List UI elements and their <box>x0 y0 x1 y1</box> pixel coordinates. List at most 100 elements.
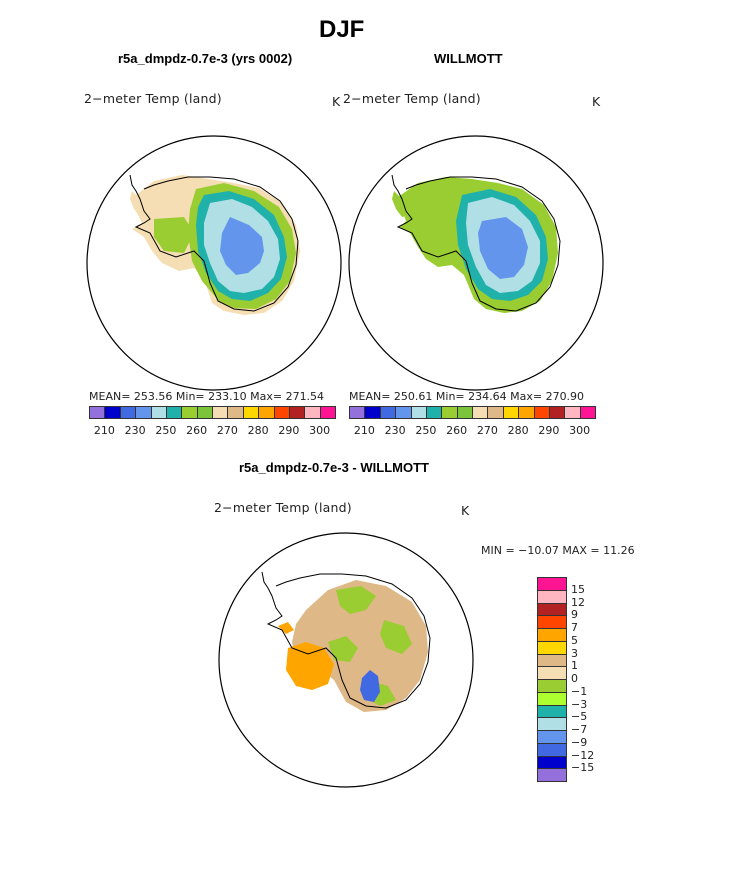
colorbar-swatch <box>537 589 567 604</box>
colorbar-tick-label: 260 <box>446 424 468 437</box>
colorbar-swatch <box>537 717 567 731</box>
colorbar-tick-label: 210 <box>353 424 375 437</box>
panel-1-variable: 2−meter Temp (land) <box>84 91 222 106</box>
colorbar-tick-label: 300 <box>569 424 591 437</box>
colorbar-tick-label: 230 <box>124 424 146 437</box>
colorbar-tick-label: 15 <box>571 582 585 596</box>
panel-1-subtitle: r5a_dmpdz-0.7e-3 (yrs 0002) <box>118 51 293 66</box>
colorbar-swatch <box>487 406 504 419</box>
colorbar-swatch <box>119 406 137 419</box>
colorbar-swatch <box>537 666 567 680</box>
colorbar-tick-label: 290 <box>538 424 560 437</box>
panel-1-colorbar <box>89 406 336 420</box>
colorbar-swatch <box>227 406 244 419</box>
colorbar-swatch <box>537 742 567 757</box>
colorbar-tick-label: −12 <box>571 748 595 762</box>
colorbar-swatch <box>579 406 596 419</box>
colorbar-swatch <box>537 691 567 706</box>
panel-1-units: K <box>332 94 341 109</box>
colorbar-swatch <box>379 406 397 419</box>
coastline <box>129 174 299 312</box>
colorbar-tick-label: 230 <box>384 424 406 437</box>
colorbar-tick-label: 9 <box>571 608 578 622</box>
panel-2-units: K <box>592 94 601 109</box>
colorbar-swatch <box>258 406 275 419</box>
colorbar-tick-label: −7 <box>571 723 588 736</box>
colorbar-swatch <box>472 406 489 419</box>
panel-3-stats: MIN = −10.07 MAX = 11.26 <box>481 544 635 557</box>
panel-2-stats: MEAN= 250.61 Min= 234.64 Max= 270.90 <box>349 390 585 403</box>
colorbar-swatch <box>564 406 581 419</box>
warm-anomaly-region <box>278 622 334 690</box>
map-boundary-circle <box>86 135 342 391</box>
panel-2-variable: 2−meter Temp (land) <box>343 91 481 106</box>
colorbar-swatch <box>537 615 567 629</box>
neutral-region <box>292 580 428 712</box>
colorbar-tick-label: 12 <box>571 595 585 609</box>
colorbar-tick-label: 210 <box>93 424 115 437</box>
colorbar-tick-label: 260 <box>186 424 208 437</box>
panel-2-subtitle: WILLMOTT <box>434 51 503 66</box>
colorbar-swatch <box>150 406 167 419</box>
colorbar-tick-label: −3 <box>571 697 588 711</box>
colorbar-swatch <box>181 406 198 419</box>
difference-colorbar: 15 12 9 7 5 3 1 0 −1 −3 −5 −7 −9 −12 −15 <box>537 577 617 782</box>
colorbar-tick-label: 280 <box>247 424 269 437</box>
colorbar-swatch <box>537 768 567 782</box>
colorbar-swatch <box>212 406 229 419</box>
panel-3-units: K <box>461 503 470 518</box>
panel-3-polar-map <box>218 532 474 788</box>
colorbar-tick-label: 1 <box>571 659 578 673</box>
map-boundary-circle <box>218 532 474 788</box>
colorbar-tick-label: −15 <box>571 761 595 775</box>
colorbar-tick-label: 0 <box>571 672 578 685</box>
colorbar-swatch <box>89 406 106 419</box>
colorbar-swatch <box>456 406 473 419</box>
colorbar-swatch <box>537 577 567 591</box>
colorbar-swatch <box>518 406 535 419</box>
panel-1-polar-map <box>86 135 342 391</box>
colorbar-swatch <box>537 653 567 668</box>
colorbar-tick-label: 270 <box>476 424 498 437</box>
colorbar-swatch <box>410 406 427 419</box>
antarctica-field <box>261 571 431 712</box>
colorbar-tick-label: −9 <box>571 735 588 749</box>
colorbar-swatch <box>104 406 121 419</box>
panel-1-colorbar-ticks: 210 230 250 260 270 280 290 300 <box>89 424 335 438</box>
colorbar-swatch <box>242 406 260 419</box>
colorbar-swatch <box>196 406 213 419</box>
colorbar-swatch <box>537 628 567 642</box>
colorbar-tick-label: 270 <box>216 424 238 437</box>
colorbar-tick-label: 250 <box>415 424 437 437</box>
colorbar-swatch <box>548 406 566 419</box>
colorbar-tick-label: 3 <box>571 646 578 660</box>
colorbar-swatch <box>349 406 366 419</box>
antarctica-field <box>391 174 561 313</box>
colorbar-tick-label: −5 <box>571 710 588 724</box>
colorbar-tick-label: 290 <box>278 424 300 437</box>
colorbar-swatch <box>288 406 306 419</box>
colorbar-swatch <box>304 406 321 419</box>
colorbar-swatch <box>425 406 443 419</box>
colorbar-tick-label: 250 <box>155 424 177 437</box>
colorbar-swatch <box>537 730 567 744</box>
colorbar-swatch <box>165 406 183 419</box>
colorbar-tick-label: 280 <box>507 424 529 437</box>
colorbar-swatch <box>441 406 458 419</box>
colorbar-swatch <box>319 406 336 419</box>
colorbar-tick-label: −1 <box>571 684 588 698</box>
colorbar-swatch <box>533 406 550 419</box>
colorbar-tick-label: 300 <box>309 424 331 437</box>
panel-3-variable: 2−meter Temp (land) <box>214 500 352 515</box>
cold-core-region <box>478 217 528 279</box>
panel-2-colorbar-ticks: 210 230 250 260 270 280 290 300 <box>349 424 595 438</box>
colorbar-swatch <box>395 406 412 419</box>
colorbar-tick-label: 5 <box>571 633 578 647</box>
colorbar-swatch <box>537 755 567 770</box>
panel-2-colorbar <box>349 406 596 420</box>
colorbar-swatch <box>537 704 567 719</box>
colorbar-swatch <box>364 406 381 419</box>
coastline <box>391 174 561 312</box>
cold-core-region <box>220 217 264 275</box>
colorbar-swatch <box>537 679 567 693</box>
